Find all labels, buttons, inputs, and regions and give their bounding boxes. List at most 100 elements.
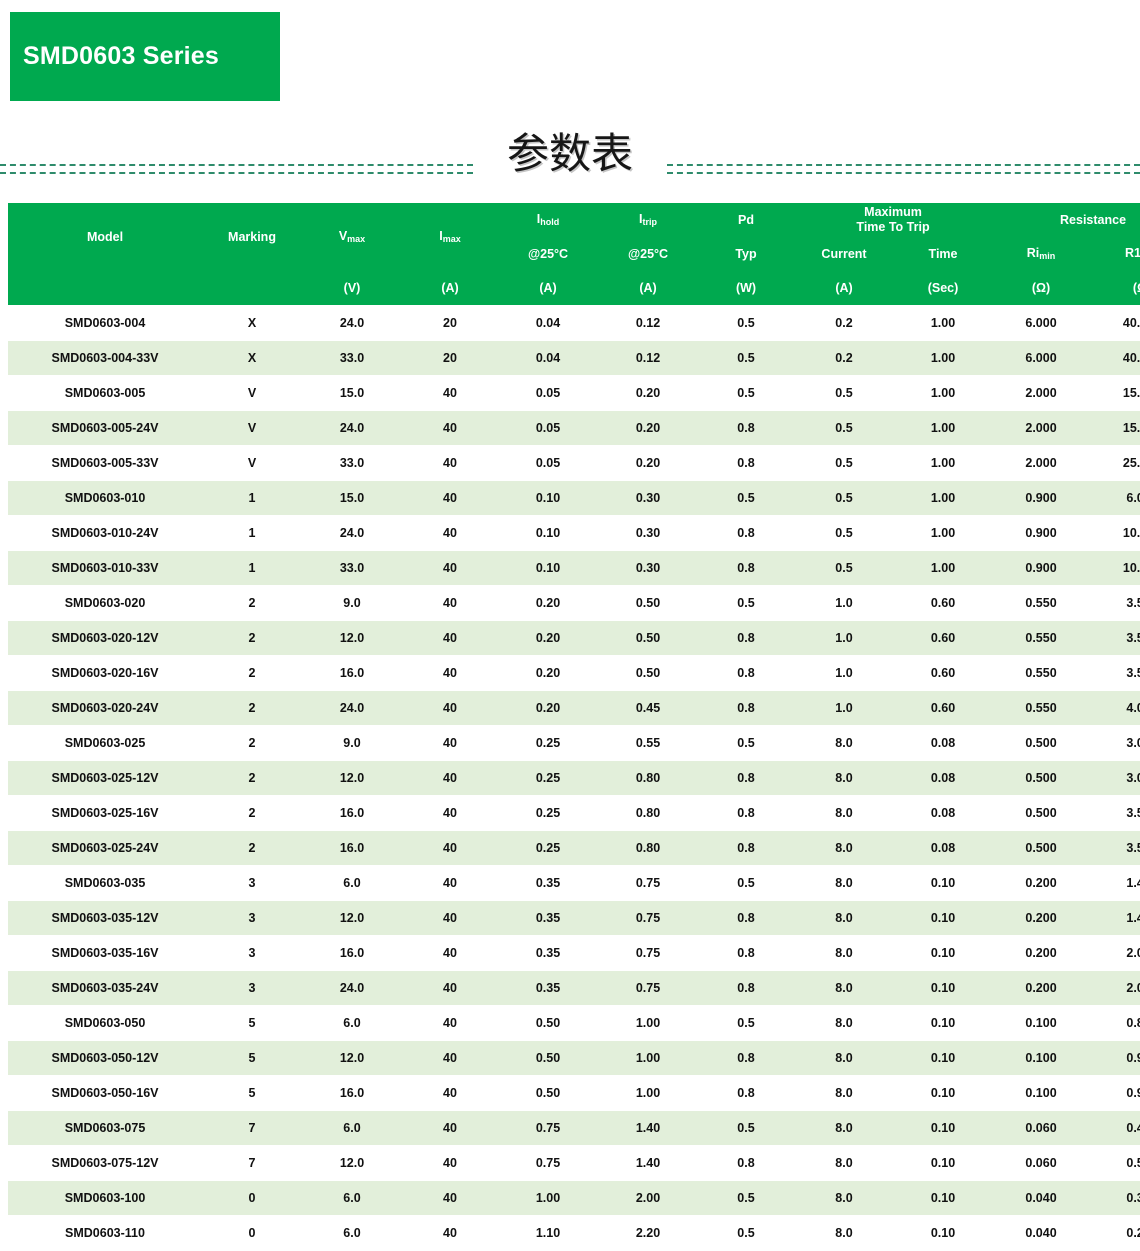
cell-itrip: 0.45 [598,690,698,726]
cell-pd: 0.8 [698,655,794,691]
cell-r1max: 0.300 [1090,1180,1140,1216]
col-header-marking: Marking [202,203,302,271]
cell-vmax: 12.0 [302,1040,402,1076]
cell-model: SMD0603-075 [8,1110,202,1146]
cell-marking: X [202,305,302,341]
cell-time: 1.00 [894,410,993,446]
cell-model: SMD0603-075-12V [8,1145,202,1181]
cell-imax: 40 [402,585,498,621]
cell-model: SMD0603-050-16V [8,1075,202,1111]
cell-rimin: 2.000 [992,410,1091,446]
cell-imax: 40 [402,900,498,936]
cell-cur: 8.0 [794,970,894,1006]
cell-rimin: 0.550 [992,620,1091,656]
cell-marking: 0 [202,1180,302,1216]
cell-time: 1.00 [894,445,993,481]
cell-time: 0.08 [894,725,993,761]
cell-rimin: 0.100 [992,1005,1091,1041]
group-label-line2: Time To Trip [856,220,930,234]
cell-time: 0.10 [894,900,993,936]
cell-vmax: 12.0 [302,760,402,796]
cell-rimin: 2.000 [992,445,1091,481]
cell-time: 0.10 [894,935,993,971]
cell-r1max: 3.000 [1090,725,1140,761]
cell-model: SMD0603-035 [8,865,202,901]
cell-imax: 40 [402,830,498,866]
cell-r1max: 2.000 [1090,935,1140,971]
col-header-itrip: Itrip [598,203,698,237]
cell-pd: 0.8 [698,1040,794,1076]
cell-ihold: 0.05 [498,410,598,446]
cell-ihold: 0.05 [498,445,598,481]
cell-ihold: 1.00 [498,1180,598,1216]
cell-itrip: 2.20 [598,1215,698,1251]
cell-ihold: 0.35 [498,900,598,936]
cell-cur: 8.0 [794,935,894,971]
col-header-imax-symbol: Imax [439,229,461,245]
cell-marking: 7 [202,1145,302,1181]
cell-cur: 0.5 [794,550,894,586]
cell-time: 0.08 [894,795,993,831]
cell-marking: 2 [202,725,302,761]
page-title: 参数表 [507,129,634,178]
cell-vmax: 24.0 [302,305,402,341]
cell-itrip: 0.80 [598,760,698,796]
cell-model: SMD0603-020-16V [8,655,202,691]
cell-model: SMD0603-025 [8,725,202,761]
parameters-table: Model Marking Vmax Imax Ihold Itrip Pd [8,203,1140,1251]
cell-model: SMD0603-020 [8,585,202,621]
cell-time: 0.08 [894,760,993,796]
cell-cur: 0.5 [794,445,894,481]
cell-imax: 40 [402,1040,498,1076]
cell-model: SMD0603-035-16V [8,935,202,971]
cell-rimin: 6.000 [992,305,1091,341]
cell-pd: 0.5 [698,305,794,341]
table-row: SMD0603-025-16V 2 16.0 40 0.25 0.80 0.8 8.0 0.08… [8,795,1140,831]
cell-imax: 40 [402,1075,498,1111]
cell-time: 1.00 [894,375,993,411]
cell-model: SMD0603-020-24V [8,690,202,726]
cell-ihold: 0.25 [498,830,598,866]
col-unit-ihold: (A) [498,271,598,306]
col-header-imax: Imax [402,203,498,271]
cell-marking: 3 [202,865,302,901]
cell-model: SMD0603-004-33V [8,340,202,376]
cell-itrip: 0.12 [598,305,698,341]
cell-r1max: 25.000 [1090,445,1140,481]
cell-imax: 40 [402,1145,498,1181]
cell-vmax: 33.0 [302,550,402,586]
cell-pd: 0.8 [698,760,794,796]
cell-model: SMD0603-010-33V [8,550,202,586]
col-header-ihold-symbol: Ihold [536,212,560,228]
cell-r1max: 15.000 [1090,375,1140,411]
cell-model: SMD0603-025-16V [8,795,202,831]
cell-marking: 3 [202,970,302,1006]
cell-ihold: 0.04 [498,340,598,376]
cell-pd: 0.8 [698,1075,794,1111]
col-unit-current: (A) [794,271,894,306]
cell-ihold: 0.04 [498,305,598,341]
cell-ihold: 0.25 [498,725,598,761]
cell-vmax: 24.0 [302,690,402,726]
cell-itrip: 0.75 [598,970,698,1006]
cell-ihold: 1.10 [498,1215,598,1251]
cell-itrip: 1.40 [598,1145,698,1181]
table-row: SMD0603-025 2 9.0 40 0.25 0.55 0.5 8.0 0.08 0.500… [8,725,1140,761]
cell-vmax: 6.0 [302,1215,402,1251]
table-row: SMD0603-050-16V 5 16.0 40 0.50 1.00 0.8 8.0 0.10… [8,1075,1140,1111]
cell-ihold: 0.75 [498,1145,598,1181]
cell-marking: V [202,375,302,411]
cell-imax: 40 [402,375,498,411]
col-header-current: Current [794,237,894,271]
cell-r1max: 1.400 [1090,865,1140,901]
cell-ihold: 0.75 [498,1110,598,1146]
cell-pd: 0.8 [698,1145,794,1181]
cell-cur: 8.0 [794,760,894,796]
cell-itrip: 2.00 [598,1180,698,1216]
cell-imax: 20 [402,340,498,376]
cell-pd: 0.5 [698,1005,794,1041]
table-row: SMD0603-020-24V 2 24.0 40 0.20 0.45 0.8 1.0 0.60… [8,690,1140,726]
cell-r1max: 0.950 [1090,1075,1140,1111]
table-row: SMD0603-020-16V 2 16.0 40 0.20 0.50 0.8 1.0 0.60… [8,655,1140,691]
cell-itrip: 0.20 [598,375,698,411]
